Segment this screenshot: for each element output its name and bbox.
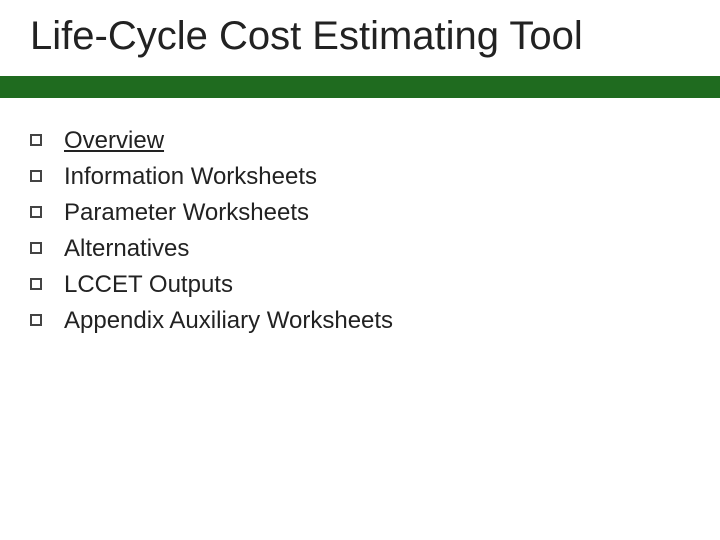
slide-title: Life-Cycle Cost Estimating Tool	[30, 14, 583, 59]
square-bullet-icon	[30, 314, 42, 326]
list-item: LCCET Outputs	[30, 269, 690, 301]
square-bullet-icon	[30, 206, 42, 218]
bullet-list: Overview Information Worksheets Paramete…	[30, 125, 690, 341]
square-bullet-icon	[30, 170, 42, 182]
list-item: Information Worksheets	[30, 161, 690, 193]
bullet-text: Alternatives	[64, 233, 189, 265]
title-accent-bar	[0, 76, 15, 98]
bullet-text: Information Worksheets	[64, 161, 317, 193]
list-item: Parameter Worksheets	[30, 197, 690, 229]
bullet-text: Overview	[64, 125, 164, 157]
list-item: Appendix Auxiliary Worksheets	[30, 305, 690, 337]
square-bullet-icon	[30, 242, 42, 254]
list-item: Overview	[30, 125, 690, 157]
bullet-text: Parameter Worksheets	[64, 197, 309, 229]
list-item: Alternatives	[30, 233, 690, 265]
bullet-text: Appendix Auxiliary Worksheets	[64, 305, 393, 337]
bullet-text: LCCET Outputs	[64, 269, 233, 301]
square-bullet-icon	[30, 134, 42, 146]
square-bullet-icon	[30, 278, 42, 290]
title-underline	[15, 76, 720, 98]
slide: Life-Cycle Cost Estimating Tool Overview…	[0, 0, 720, 540]
